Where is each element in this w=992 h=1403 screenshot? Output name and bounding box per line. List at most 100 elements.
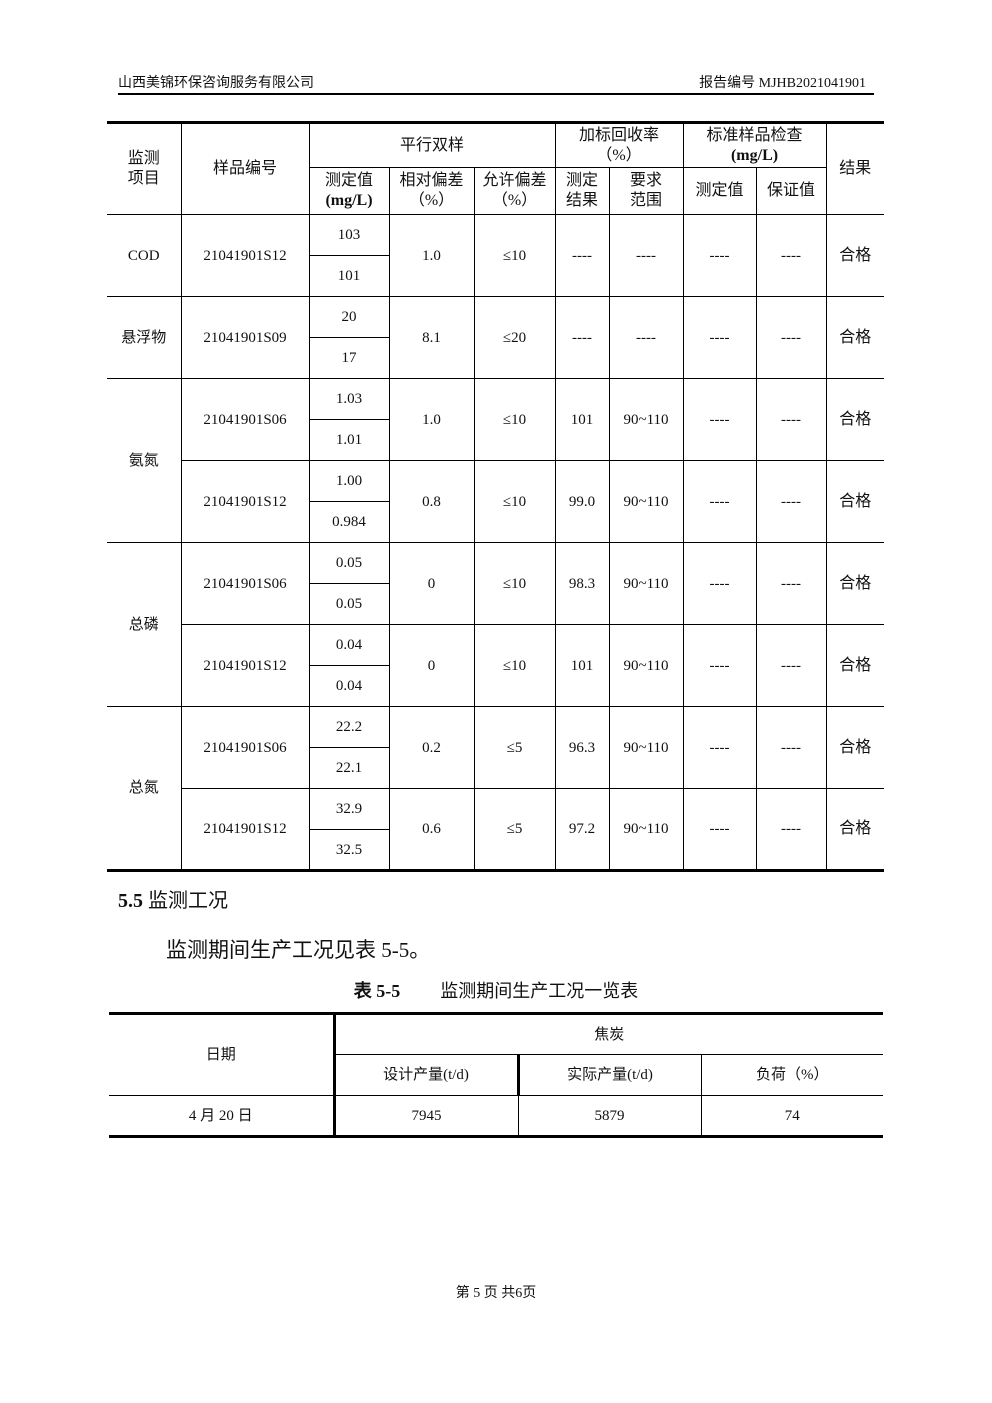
header-divider bbox=[118, 93, 874, 95]
spike-result-cell: 97.2 bbox=[554, 788, 610, 871]
rel-dev-cell: 0.6 bbox=[388, 788, 475, 871]
table-row: 总磷 21041901S06 0.05 0 ≤10 98.3 90~110 ---- ---- 合… bbox=[107, 542, 885, 707]
measured-value-cell: 32.5 bbox=[309, 829, 390, 871]
result-cell: 合格 bbox=[825, 542, 885, 625]
report-number: 报告编号 MJHB2021041901 bbox=[699, 76, 866, 91]
allow-dev-cell: ≤5 bbox=[473, 788, 556, 871]
sample-id-cell: 21041901S12 bbox=[180, 214, 310, 297]
item-cell: 总氮 bbox=[107, 706, 182, 871]
measured-value-cell: 0.984 bbox=[309, 501, 390, 543]
spike-result-cell: 101 bbox=[554, 624, 610, 707]
result-cell: 合格 bbox=[825, 788, 885, 871]
std-measured-cell: ---- bbox=[682, 296, 757, 379]
date-cell: 4 月 20 日 bbox=[109, 1095, 336, 1137]
design-output-cell: 7945 bbox=[333, 1095, 519, 1137]
measured-value-cell: 32.9 bbox=[308, 788, 390, 830]
header-std-measured: 测定值 bbox=[682, 167, 757, 215]
sample-id-cell: 21041901S12 bbox=[181, 788, 310, 871]
sample-id-cell: 21041901S06 bbox=[180, 542, 310, 625]
allow-dev-cell: ≤10 bbox=[473, 214, 556, 297]
rel-dev-cell: 0.8 bbox=[388, 460, 475, 543]
std-guarantee-cell: ---- bbox=[755, 542, 827, 625]
header-item: 监测项目 bbox=[107, 122, 182, 215]
spike-range-cell: 90~110 bbox=[608, 706, 684, 789]
production-table: 日期 焦炭 设计产量(t/d) 实际产量(t/d) 负荷（%） 4 月 20 日… bbox=[109, 1012, 884, 1138]
sample-id-cell: 21041901S06 bbox=[180, 706, 310, 789]
table-row: COD 21041901S12 103 1.0 ≤10 ---- ---- ---- ---- 合… bbox=[107, 214, 885, 297]
std-guarantee-cell: ---- bbox=[755, 624, 827, 707]
result-cell: 合格 bbox=[825, 706, 885, 789]
spike-result-cell: 98.3 bbox=[554, 542, 610, 625]
std-guarantee-cell: ---- bbox=[755, 788, 827, 871]
allow-dev-cell: ≤10 bbox=[473, 542, 556, 625]
item-cell: 氨氮 bbox=[107, 378, 182, 543]
header-allow-dev: 允许偏差（%） bbox=[473, 167, 556, 215]
header-sample-id: 样品编号 bbox=[180, 122, 310, 215]
table-row: 101 bbox=[107, 255, 884, 297]
measured-value-cell: 22.1 bbox=[309, 747, 390, 789]
result-cell: 合格 bbox=[825, 460, 885, 543]
table-row: 总氮 21041901S06 22.2 0.2 ≤5 96.3 90~110 ---- ----… bbox=[107, 706, 885, 871]
allow-dev-cell: ≤20 bbox=[473, 296, 556, 379]
header-design-output: 设计产量(t/d) bbox=[334, 1054, 520, 1096]
sample-id-cell: 21041901S09 bbox=[180, 296, 310, 379]
spike-result-cell: 96.3 bbox=[554, 706, 610, 789]
table-row: 21041901S12 0.04 0 ≤10 101 90~110 ---- ---- 合格 bbox=[107, 624, 885, 707]
measured-value-cell: 1.00 bbox=[308, 460, 390, 502]
measured-value-cell: 20 bbox=[308, 296, 390, 338]
qc-table: 监测项目 样品编号 平行双样 加标回收率 （%） 标准样品检查 (mg/L) 结果 … bbox=[107, 121, 885, 872]
sample-id-cell: 21041901S06 bbox=[180, 378, 310, 461]
load-cell: 74 bbox=[700, 1095, 884, 1137]
spike-result-cell: ---- bbox=[554, 296, 610, 379]
spike-range-cell: 90~110 bbox=[608, 460, 684, 543]
rel-dev-cell: 0 bbox=[388, 542, 475, 625]
sample-id-cell: 21041901S12 bbox=[181, 624, 310, 707]
table-row: 22.1 bbox=[107, 747, 884, 789]
spike-result-cell: 99.0 bbox=[554, 460, 610, 543]
rel-dev-cell: 1.0 bbox=[388, 214, 475, 297]
std-measured-cell: ---- bbox=[682, 460, 757, 543]
header-measured: 测定值 (mg/L) bbox=[309, 167, 390, 215]
spike-range-cell: 90~110 bbox=[608, 542, 684, 625]
item-cell: COD bbox=[107, 214, 182, 297]
rel-dev-cell: 0.2 bbox=[388, 706, 475, 789]
table-row: 0.05 bbox=[107, 583, 884, 625]
table-row: 21041901S12 1.00 0.8 ≤10 99.0 90~110 ---- ---- 合… bbox=[107, 460, 885, 543]
measured-value-cell: 0.05 bbox=[308, 542, 390, 584]
table-row: 0.984 bbox=[107, 501, 884, 543]
table-row: 17 bbox=[107, 337, 884, 379]
measured-value-cell: 17 bbox=[309, 337, 390, 379]
std-measured-cell: ---- bbox=[682, 624, 757, 707]
spike-range-cell: 90~110 bbox=[608, 788, 684, 871]
header-spike-range: 要求范围 bbox=[608, 167, 684, 215]
std-guarantee-cell: ---- bbox=[755, 706, 827, 789]
table-row: 32.5 bbox=[107, 829, 884, 871]
result-cell: 合格 bbox=[825, 624, 885, 707]
rel-dev-cell: 0 bbox=[388, 624, 475, 707]
company-name: 山西美锦环保咨询服务有限公司 bbox=[118, 76, 314, 91]
std-guarantee-cell: ---- bbox=[755, 460, 827, 543]
measured-value-cell: 1.03 bbox=[308, 378, 390, 420]
spike-range-cell: ---- bbox=[608, 214, 684, 297]
result-cell: 合格 bbox=[825, 378, 885, 461]
allow-dev-cell: ≤10 bbox=[473, 460, 556, 543]
table-row: 1.01 bbox=[107, 419, 884, 461]
table-row: 0.04 bbox=[107, 665, 884, 707]
header-spike: 加标回收率 （%） bbox=[554, 122, 684, 168]
header-rel-dev: 相对偏差（%） bbox=[388, 167, 475, 215]
header-load: 负荷（%） bbox=[700, 1054, 884, 1096]
allow-dev-cell: ≤10 bbox=[473, 624, 556, 707]
measured-value-cell: 0.04 bbox=[309, 665, 390, 707]
std-measured-cell: ---- bbox=[682, 214, 757, 297]
actual-output-cell: 5879 bbox=[517, 1095, 702, 1137]
measured-value-cell: 0.04 bbox=[308, 624, 390, 666]
std-guarantee-cell: ---- bbox=[755, 378, 827, 461]
spike-result-cell: ---- bbox=[554, 214, 610, 297]
header-spike-result: 测定结果 bbox=[554, 167, 610, 215]
std-measured-cell: ---- bbox=[682, 542, 757, 625]
header-coke: 焦炭 bbox=[333, 1013, 884, 1055]
result-cell: 合格 bbox=[825, 296, 885, 379]
measured-value-cell: 1.01 bbox=[309, 419, 390, 461]
table-row: 氨氮 21041901S06 1.03 1.0 ≤10 101 90~110 ---- ----… bbox=[107, 378, 885, 543]
table-row: 4 月 20 日 7945 5879 74 bbox=[109, 1095, 884, 1137]
